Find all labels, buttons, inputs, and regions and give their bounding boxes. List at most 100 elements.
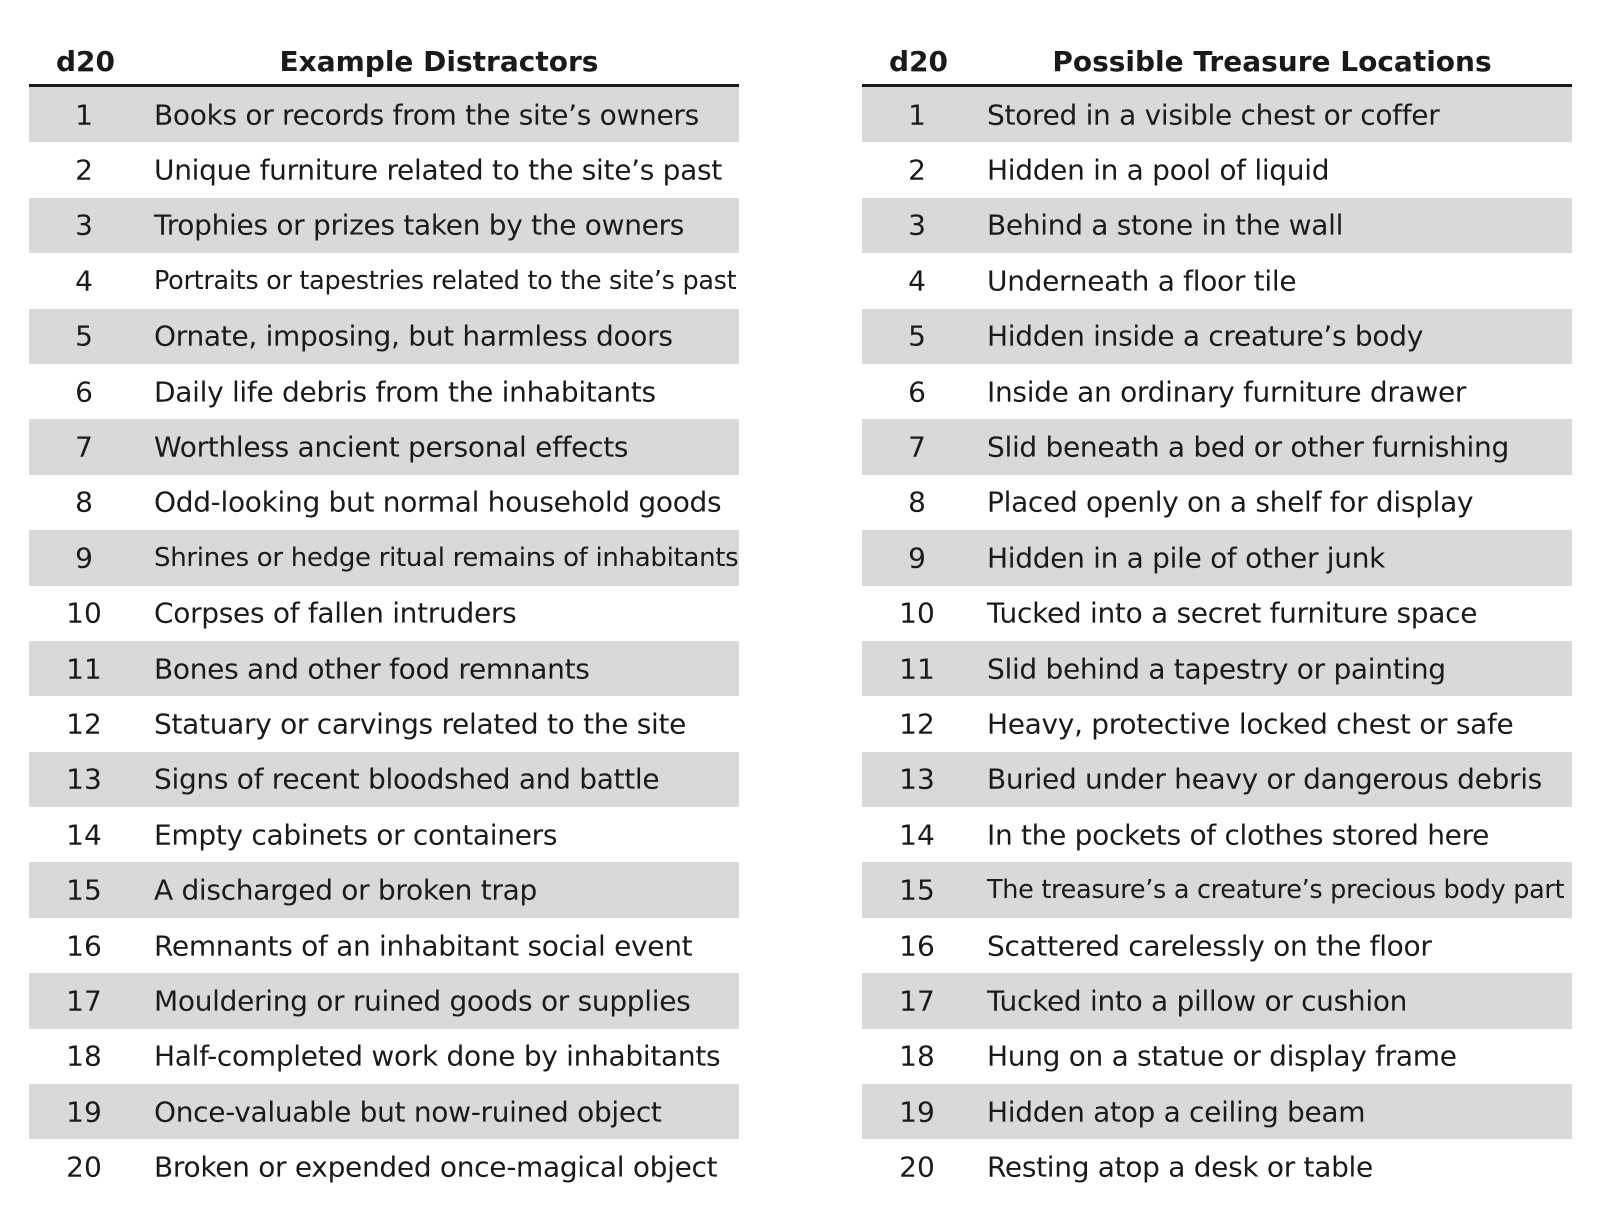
roll-number: 7 (75, 430, 93, 464)
roll-number: 12 (66, 707, 102, 741)
roll-number: 14 (899, 818, 935, 852)
entry-text: Placed openly on a shelf for display (987, 485, 1474, 519)
table-row: 8 Placed openly on a shelf for display (862, 475, 1572, 530)
entry-text: Signs of recent bloodshed and battle (154, 762, 660, 796)
table-row: 7 Worthless ancient personal effects (29, 419, 739, 475)
roll-number: 15 (899, 873, 935, 907)
entry-text: Resting atop a desk or table (987, 1150, 1373, 1184)
entry-text: Buried under heavy or dangerous debris (987, 762, 1542, 796)
entry-text: Shrines or hedge ritual remains of inhab… (154, 542, 739, 573)
roll-number: 4 (908, 264, 926, 298)
entry-text: Hidden atop a ceiling beam (987, 1095, 1366, 1129)
distractors-table-body: 1 Books or records from the site’s owners… (29, 87, 739, 1195)
entry-text: Worthless ancient personal effects (154, 430, 629, 464)
roll-number: 18 (899, 1039, 935, 1073)
roll-number: 18 (66, 1039, 102, 1073)
table-row: 13 Buried under heavy or dangerous debris (862, 751, 1572, 808)
roll-number: 20 (899, 1150, 935, 1184)
entry-text: In the pockets of clothes stored here (987, 818, 1490, 852)
entry-text: Remnants of an inhabitant social event (154, 929, 693, 963)
table-row: 12 Heavy, protective locked chest or safe (862, 696, 1572, 751)
table-row: 8 Odd-looking but normal household goods (29, 475, 739, 530)
table-row: 6 Daily life debris from the inhabitants (29, 364, 739, 419)
entry-text: Slid beneath a bed or other furnishing (987, 430, 1509, 464)
entry-text: Empty cabinets or containers (154, 818, 558, 852)
table-row: 11 Slid behind a tapestry or painting (862, 640, 1572, 697)
table-row: 19 Once-valuable but now-ruined object (29, 1084, 739, 1140)
entry-text: Portraits or tapestries related to the s… (154, 265, 737, 296)
table-row: 20 Resting atop a desk or table (862, 1139, 1572, 1194)
roll-number: 13 (66, 762, 102, 796)
table-row: 15 The treasure’s a creature’s precious b… (862, 862, 1572, 918)
table-row: 5 Ornate, imposing, but harmless doors (29, 308, 739, 364)
entry-text: Tucked into a secret furniture space (987, 596, 1478, 630)
roll-number: 5 (75, 319, 93, 353)
entry-text: Hidden in a pool of liquid (987, 153, 1330, 187)
entry-text: Once-valuable but now-ruined object (154, 1095, 662, 1129)
roll-number: 13 (899, 762, 935, 796)
entry-text: Heavy, protective locked chest or safe (987, 707, 1514, 741)
die-column-header: d20 (889, 45, 949, 78)
entry-text: Tucked into a pillow or cushion (987, 984, 1408, 1018)
entry-text: Hidden in a pile of other junk (987, 541, 1386, 575)
entry-text: Mouldering or ruined goods or supplies (154, 984, 691, 1018)
roll-number: 12 (899, 707, 935, 741)
treasure-locations-table-body: 1 Stored in a visible chest or coffer 2 Hid… (862, 87, 1572, 1195)
roll-number: 1 (908, 98, 926, 132)
die-column-header: d20 (56, 45, 116, 78)
entry-text: Unique furniture related to the site’s p… (154, 153, 722, 187)
table-row: 1 Books or records from the site’s owners (29, 87, 739, 143)
roll-number: 19 (66, 1095, 102, 1129)
entry-text: Behind a stone in the wall (987, 208, 1344, 242)
roll-number: 15 (66, 873, 102, 907)
treasure-locations-table-header: d20 Possible Treasure Locations (862, 36, 1572, 87)
entry-text: Scattered carelessly on the floor (987, 929, 1432, 963)
table-row: 15 A discharged or broken trap (29, 862, 739, 918)
table-row: 20 Broken or expended once-magical object (29, 1139, 739, 1194)
table-row: 17 Mouldering or ruined goods or supplies (29, 973, 739, 1029)
table-row: 14 Empty cabinets or containers (29, 807, 739, 862)
roll-number: 3 (75, 208, 93, 242)
entry-text: Daily life debris from the inhabitants (154, 375, 656, 409)
distractors-table: d20 Example Distractors 1 Books or record… (29, 36, 739, 1195)
entry-text: Hung on a statue or display frame (987, 1039, 1457, 1073)
roll-number: 1 (75, 98, 93, 132)
roll-number: 9 (908, 541, 926, 575)
roll-number: 4 (75, 264, 93, 298)
table-row: 9 Hidden in a pile of other junk (862, 530, 1572, 586)
roll-number: 19 (899, 1095, 935, 1129)
table-row: 7 Slid beneath a bed or other furnishing (862, 419, 1572, 475)
roll-number: 11 (66, 652, 102, 686)
table-row: 5 Hidden inside a creature’s body (862, 308, 1572, 364)
table-row: 4 Underneath a floor tile (862, 253, 1572, 308)
table-row: 10 Tucked into a secret furniture space (862, 586, 1572, 641)
table-row: 9 Shrines or hedge ritual remains of inha… (29, 530, 739, 586)
entry-text: Underneath a floor tile (987, 264, 1297, 298)
table-row: 6 Inside an ordinary furniture drawer (862, 364, 1572, 419)
treasure-locations-table: d20 Possible Treasure Locations 1 Stored … (862, 36, 1572, 1195)
roll-number: 6 (75, 375, 93, 409)
table-row: 14 In the pockets of clothes stored here (862, 807, 1572, 862)
entry-text: Books or records from the site’s owners (154, 98, 699, 132)
roll-number: 17 (66, 984, 102, 1018)
roll-number: 10 (66, 596, 102, 630)
roll-number: 16 (66, 929, 102, 963)
roll-number: 11 (899, 652, 935, 686)
entry-text: Stored in a visible chest or coffer (987, 98, 1440, 132)
roll-number: 16 (899, 929, 935, 963)
entry-text: Broken or expended once-magical object (154, 1150, 718, 1184)
distractors-table-header: d20 Example Distractors (29, 36, 739, 87)
entry-text: Corpses of fallen intruders (154, 596, 517, 630)
roll-number: 9 (75, 541, 93, 575)
roll-number: 8 (75, 485, 93, 519)
entry-text: Trophies or prizes taken by the owners (154, 208, 685, 242)
entry-text: Statuary or carvings related to the site (154, 707, 687, 741)
roll-number: 17 (899, 984, 935, 1018)
table-row: 18 Hung on a statue or display frame (862, 1029, 1572, 1084)
entry-text: Slid behind a tapestry or painting (987, 652, 1446, 686)
table-row: 3 Trophies or prizes taken by the owners (29, 197, 739, 254)
table-row: 19 Hidden atop a ceiling beam (862, 1084, 1572, 1140)
roll-number: 14 (66, 818, 102, 852)
table-row: 16 Remnants of an inhabitant social event (29, 918, 739, 973)
table-row: 10 Corpses of fallen intruders (29, 586, 739, 641)
